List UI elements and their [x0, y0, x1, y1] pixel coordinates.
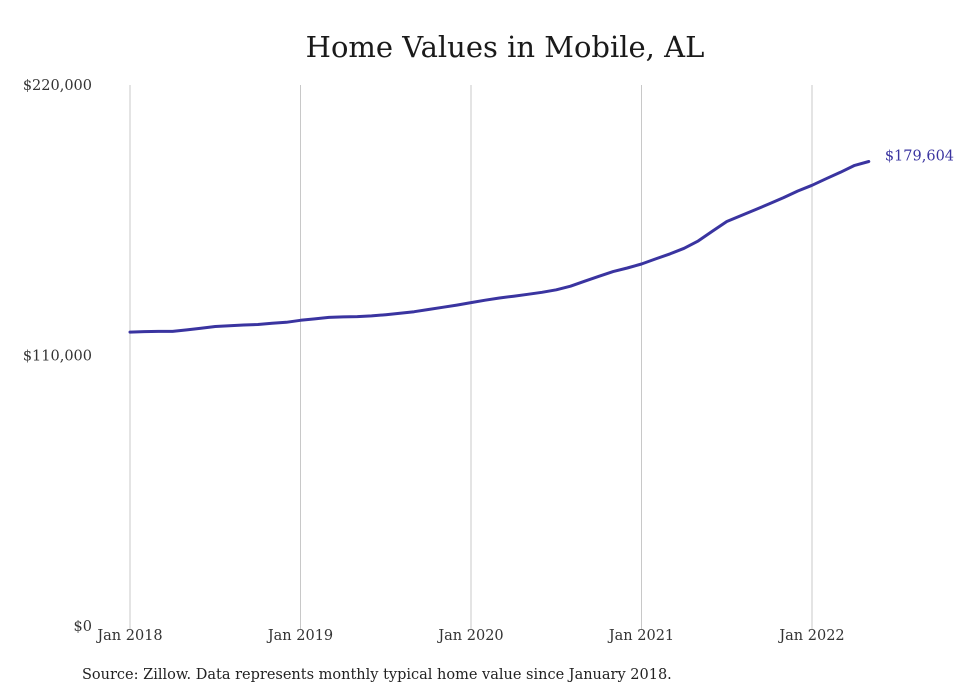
- chart-title: Home Values in Mobile, AL: [305, 30, 705, 64]
- source-note: Source: Zillow. Data represents monthly …: [82, 667, 672, 683]
- x-tick-label: Jan 2021: [607, 628, 674, 644]
- x-tick-label: Jan 2019: [266, 628, 333, 644]
- y-tick-label: $220,000: [23, 78, 92, 94]
- x-tick-label: Jan 2018: [95, 628, 162, 644]
- y-tick-label: $110,000: [23, 349, 92, 365]
- x-tick-label: Jan 2022: [777, 628, 844, 644]
- series-line: [128, 160, 871, 334]
- end-value-label: $179,604: [885, 148, 954, 164]
- x-tick-label: Jan 2020: [436, 628, 503, 644]
- y-tick-label: $0: [74, 619, 92, 635]
